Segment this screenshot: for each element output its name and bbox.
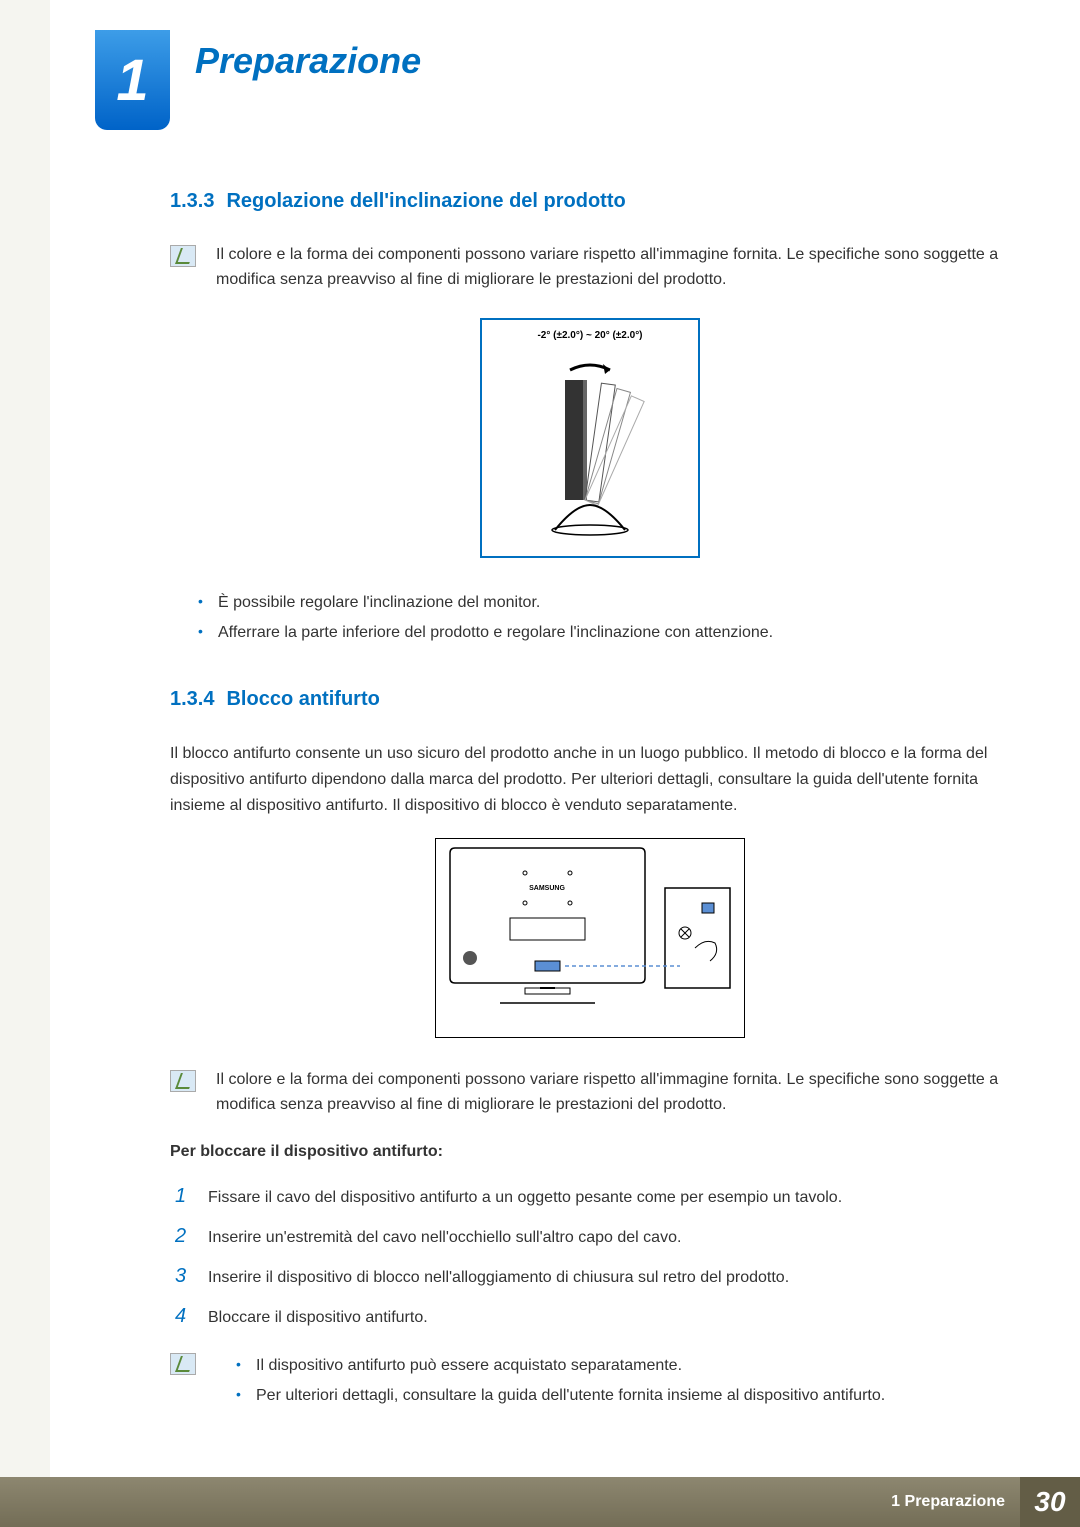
page-content: 1.3.3 Regolazione dell'inclinazione del p…: [0, 130, 1080, 1412]
step-number: 4: [175, 1296, 193, 1336]
chapter-title: Preparazione: [195, 40, 421, 82]
tilt-range-label: -2° (±2.0°) ~ 20° (±2.0°): [537, 330, 642, 341]
page-header: 1 Preparazione: [0, 0, 1080, 130]
chapter-number: 1: [116, 47, 148, 114]
note-text: Il colore e la forma dei componenti poss…: [216, 1068, 1010, 1118]
step-number: 2: [175, 1216, 193, 1256]
step-number: 1: [175, 1176, 193, 1216]
section-heading-133: 1.3.3 Regolazione dell'inclinazione del p…: [170, 190, 1010, 213]
section-title: Blocco antifurto: [226, 688, 379, 710]
left-margin-strip: [0, 0, 50, 1477]
step-text: Bloccare il dispositivo antifurto.: [208, 1302, 428, 1334]
antitheft-intro: Il blocco antifurto consente un uso sicu…: [170, 741, 1010, 818]
svg-text:SAMSUNG: SAMSUNG: [529, 885, 565, 892]
section-number: 1.3.4: [170, 688, 214, 710]
monitor-back-figure: SAMSUNG: [435, 838, 745, 1038]
page-footer: 1 Preparazione 30: [0, 1477, 1080, 1527]
step-text: Fissare il cavo del dispositivo antifurt…: [208, 1182, 842, 1214]
note-block: Il colore e la forma dei componenti poss…: [170, 1068, 1010, 1118]
section-title: Regolazione dell'inclinazione del prodot…: [226, 190, 625, 212]
bullet-item: È possibile regolare l'inclinazione del …: [198, 588, 1010, 618]
footer-page-number: 30: [1020, 1477, 1080, 1527]
note-icon: [170, 1070, 196, 1092]
note-block: Il colore e la forma dei componenti poss…: [170, 243, 1010, 293]
tilt-bullets: È possibile regolare l'inclinazione del …: [198, 588, 1010, 649]
bullet-item: Per ulteriori dettagli, consultare la gu…: [236, 1381, 885, 1411]
step-item: 4 Bloccare il dispositivo antifurto.: [175, 1296, 1010, 1336]
footer-chapter-label: 1 Preparazione: [891, 1493, 1005, 1511]
lock-steps: 1 Fissare il cavo del dispositivo antifur…: [175, 1176, 1010, 1336]
note-block: Il dispositivo antifurto può essere acqu…: [170, 1351, 1010, 1412]
tilt-figure: -2° (±2.0°) ~ 20° (±2.0°): [480, 318, 700, 558]
note-icon: [170, 245, 196, 267]
step-item: 3 Inserire il dispositivo di blocco nell'…: [175, 1256, 1010, 1296]
step-item: 2 Inserire un'estremità del cavo nell'occ…: [175, 1216, 1010, 1256]
step-text: Inserire un'estremità del cavo nell'occh…: [208, 1222, 681, 1254]
bullet-item: Il dispositivo antifurto può essere acqu…: [236, 1351, 885, 1381]
step-item: 1 Fissare il cavo del dispositivo antifur…: [175, 1176, 1010, 1216]
purchase-bullets: Il dispositivo antifurto può essere acqu…: [236, 1351, 885, 1412]
section-heading-134: 1.3.4 Blocco antifurto: [170, 688, 1010, 711]
note-text: Il colore e la forma dei componenti poss…: [216, 243, 1010, 293]
lock-subheading: Per bloccare il dispositivo antifurto:: [170, 1143, 1010, 1161]
tilt-drawing: [525, 349, 655, 546]
bullet-item: Afferrare la parte inferiore del prodott…: [198, 618, 1010, 648]
note-icon: [170, 1353, 196, 1375]
step-number: 3: [175, 1256, 193, 1296]
step-text: Inserire il dispositivo di blocco nell'a…: [208, 1262, 789, 1294]
chapter-tab: 1: [95, 30, 170, 130]
section-number: 1.3.3: [170, 190, 214, 212]
